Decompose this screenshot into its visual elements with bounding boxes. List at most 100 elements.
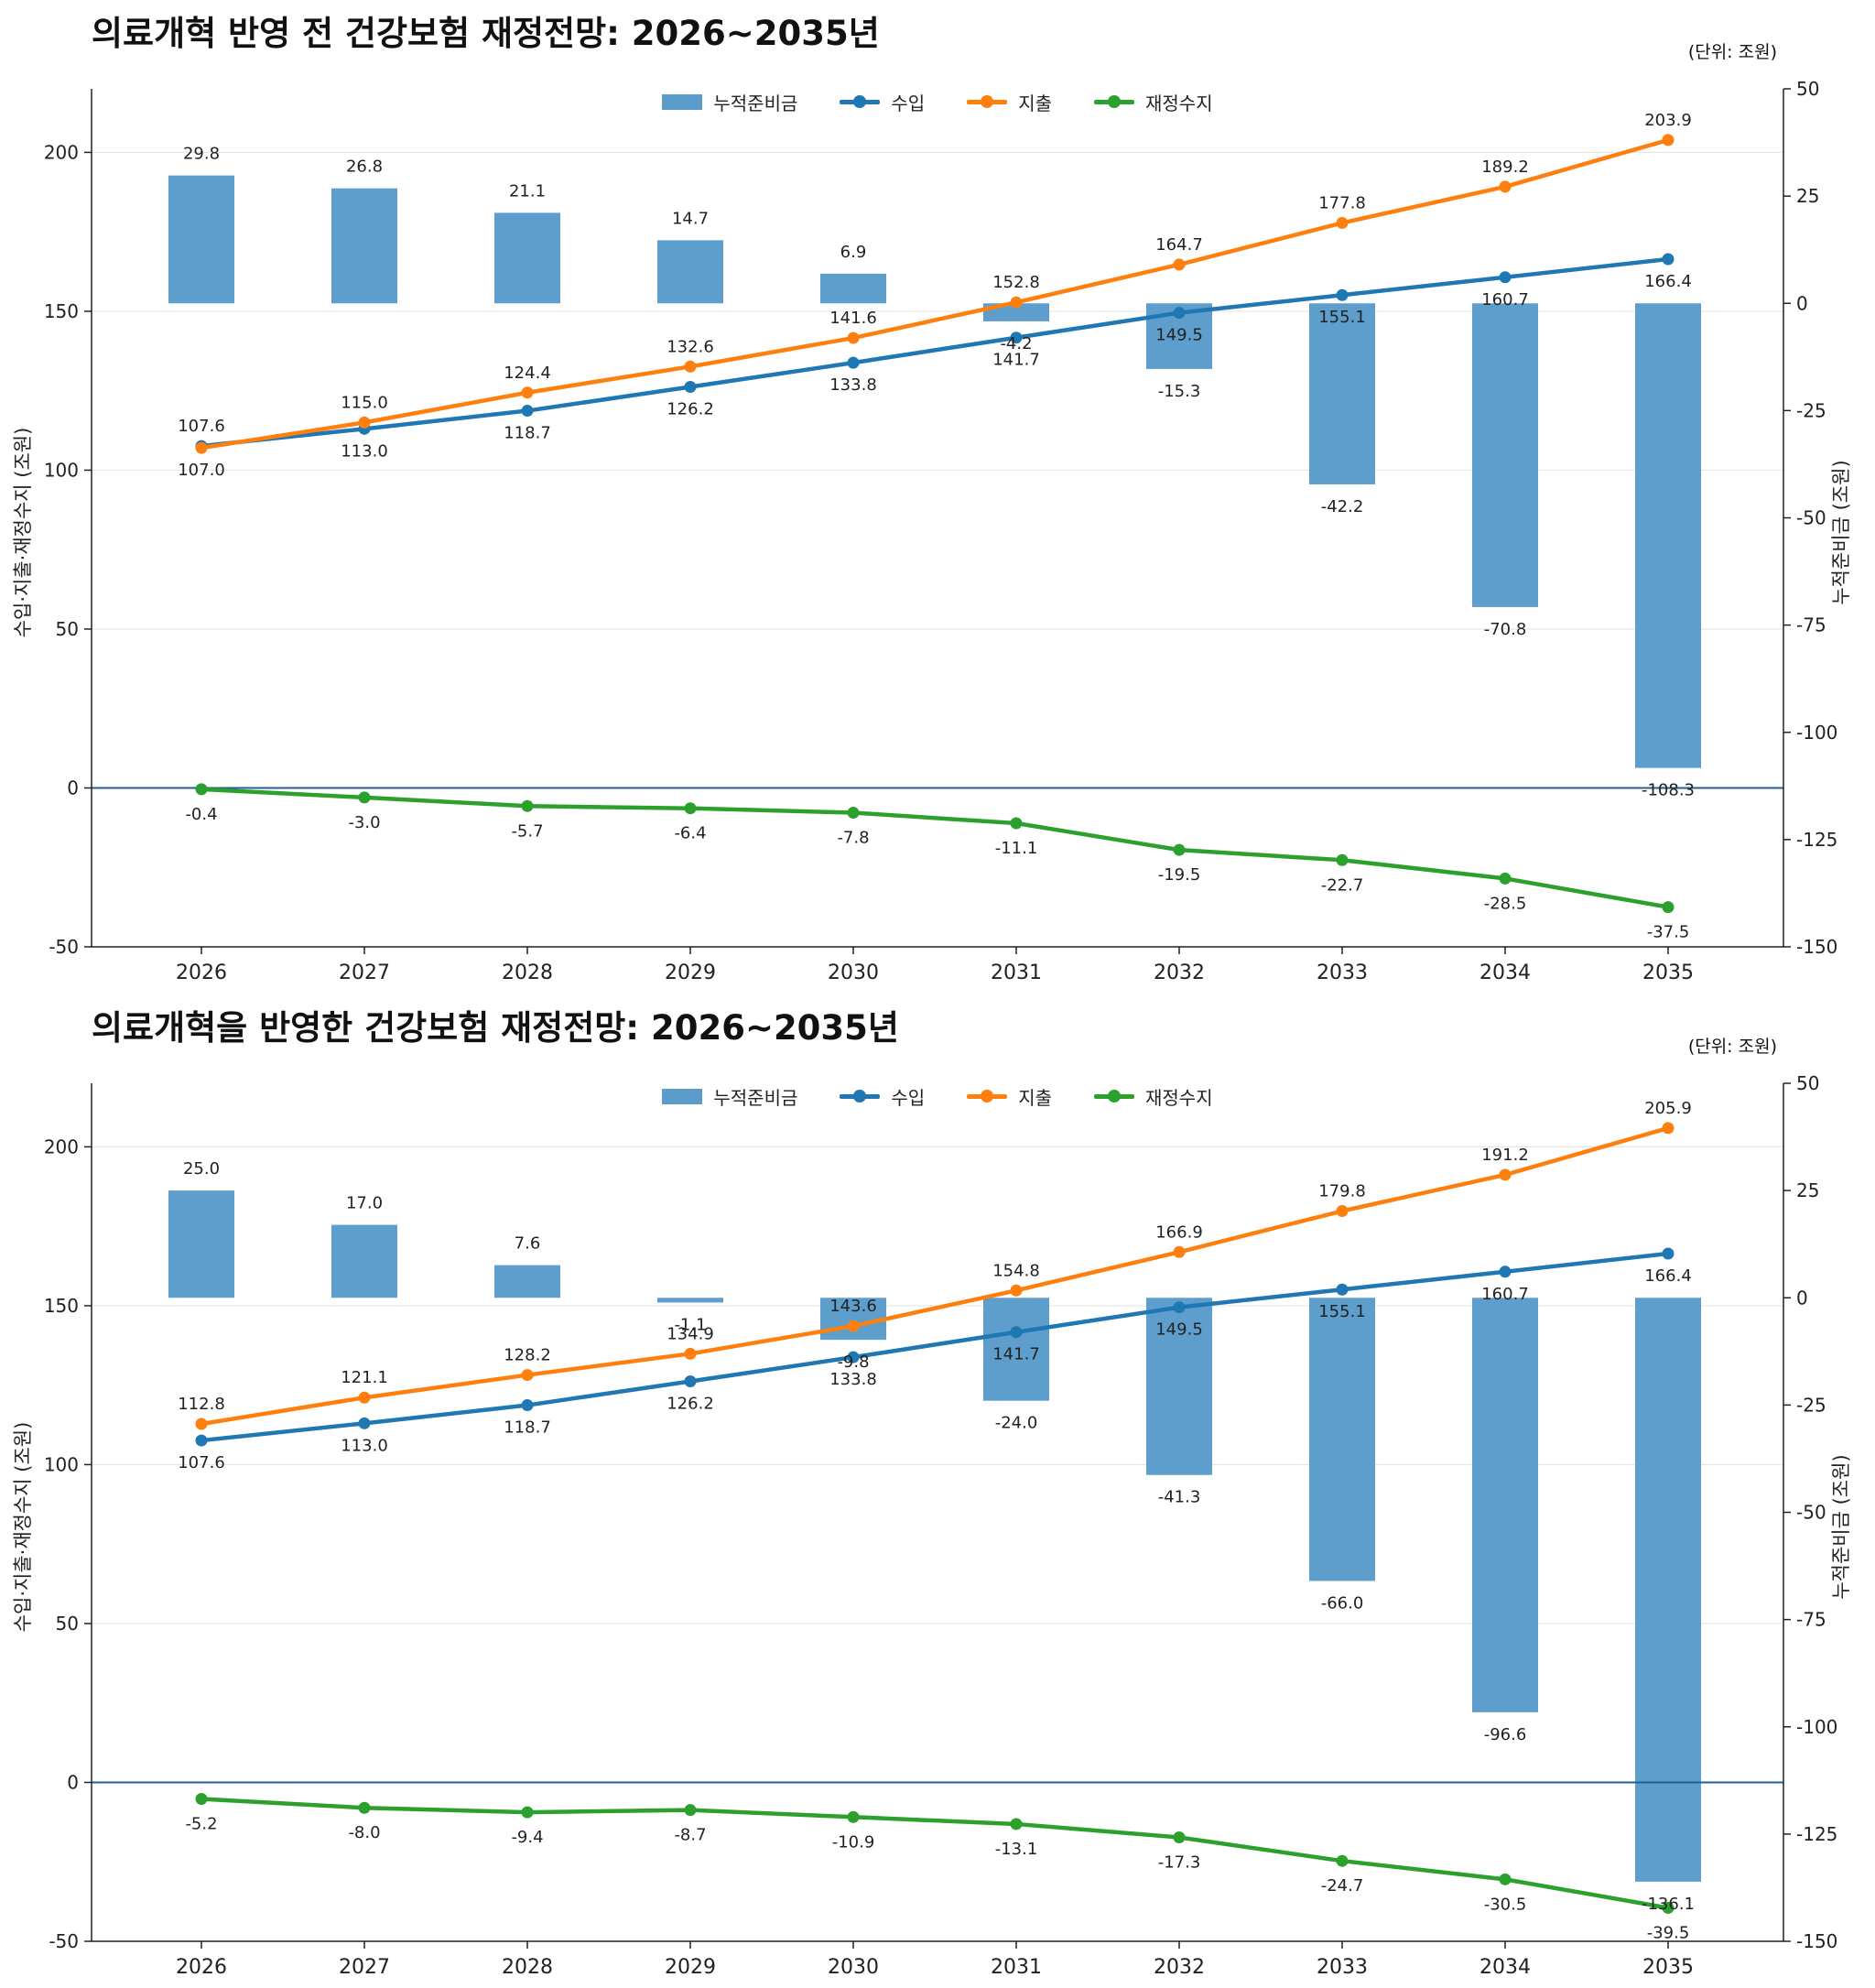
reserve-data-label: -66.0 xyxy=(1321,1593,1364,1613)
expenditure-point xyxy=(1010,296,1023,309)
balance-data-label: -3.0 xyxy=(348,813,380,832)
revenue-data-label: 133.8 xyxy=(829,1370,877,1389)
balance-point xyxy=(1336,1854,1349,1867)
expenditure-data-label: 134.9 xyxy=(667,1324,714,1343)
balance-point xyxy=(195,1793,208,1806)
expenditure-data-label: 203.9 xyxy=(1644,111,1692,130)
chart-plot: 29.8 26.8 21.1 14.7 6.9 -4.2 -15.3 -42.2 -70.8 -1… xyxy=(12,78,1852,984)
reserve-data-label: -15.3 xyxy=(1158,382,1201,401)
reserve-bar xyxy=(820,273,886,304)
chart-panel-after-reform: 25.0 17.0 7.6 -1.1 -9.8 -24.0 -41.3 -66.0 -96.6 -… xyxy=(0,994,1875,1988)
revenue-data-label: 113.0 xyxy=(341,1436,388,1455)
right-tick-label: -100 xyxy=(1796,1716,1837,1738)
expenditure-line xyxy=(201,137,1669,451)
balance-data-label: -24.7 xyxy=(1321,1876,1364,1896)
left-tick-label: 100 xyxy=(44,1453,79,1475)
right-tick-label: -150 xyxy=(1796,1930,1837,1952)
balance-data-label: -6.4 xyxy=(674,824,706,843)
revenue-point xyxy=(1010,331,1023,344)
reserve-bars xyxy=(168,175,1701,768)
x-tick-label: 2029 xyxy=(665,961,716,984)
reserve-bar xyxy=(1309,1298,1375,1581)
expenditure-data-label: 164.7 xyxy=(1155,235,1203,255)
x-tick-label: 2031 xyxy=(991,961,1042,984)
right-tick-label: -25 xyxy=(1796,1394,1826,1416)
right-tick-label: 25 xyxy=(1796,185,1819,207)
expenditure-data-label: 189.2 xyxy=(1481,158,1529,177)
expenditure-data-label: 132.6 xyxy=(667,337,714,356)
y-axis-label-right: 누적준비금 (조원) xyxy=(1830,460,1852,604)
expenditure-point xyxy=(521,386,534,399)
right-tick-label: -50 xyxy=(1796,1502,1826,1524)
reserve-data-label: -136.1 xyxy=(1642,1895,1695,1914)
left-tick-label: 100 xyxy=(44,459,79,481)
revenue-series xyxy=(195,1247,1674,1447)
expenditure-data-label: 141.6 xyxy=(829,309,877,328)
x-tick-label: 2030 xyxy=(828,961,879,984)
data-labels: 25.0 17.0 7.6 -1.1 -9.8 -24.0 -41.3 -66.0 -96.6 -… xyxy=(178,1099,1695,1943)
balance-data-label: -5.2 xyxy=(185,1815,217,1834)
expenditure-point xyxy=(684,1347,697,1360)
revenue-point xyxy=(1010,1326,1023,1339)
revenue-data-label: 141.7 xyxy=(992,1345,1040,1364)
right-tick-label: 50 xyxy=(1796,78,1819,100)
balance-data-label: -39.5 xyxy=(1647,1924,1690,1943)
x-tick-label: 2026 xyxy=(176,961,227,984)
balance-data-label: -5.7 xyxy=(511,821,543,841)
expenditure-point xyxy=(684,360,697,373)
reserve-data-label: -24.0 xyxy=(995,1414,1038,1433)
reserve-bar xyxy=(1472,1298,1538,1712)
revenue-data-label: 126.2 xyxy=(667,1395,714,1414)
balance-data-label: -19.5 xyxy=(1158,865,1201,885)
expenditure-point xyxy=(1336,1205,1349,1218)
expenditure-point xyxy=(847,1320,860,1332)
right-tick-label: 0 xyxy=(1796,1287,1808,1309)
x-tick-label: 2032 xyxy=(1154,1956,1205,1979)
revenue-data-label: 126.2 xyxy=(667,400,714,419)
expenditure-point xyxy=(1173,258,1186,271)
left-tick-label: 0 xyxy=(67,777,79,798)
revenue-data-label: 149.5 xyxy=(1155,326,1203,345)
reserve-bar xyxy=(983,1298,1049,1401)
balance-point xyxy=(1173,843,1186,856)
x-tick-label: 2027 xyxy=(339,961,390,984)
left-tick-label: 200 xyxy=(44,141,79,163)
right-tick-label: -50 xyxy=(1796,507,1826,529)
reserve-data-label: 26.8 xyxy=(346,158,383,177)
reserve-data-label: 25.0 xyxy=(183,1159,220,1179)
revenue-data-label: 107.6 xyxy=(178,1453,225,1472)
revenue-data-label: 166.4 xyxy=(1644,272,1692,291)
expenditure-point xyxy=(1010,1284,1023,1297)
revenue-data-label: 141.7 xyxy=(992,351,1040,370)
right-tick-label: -150 xyxy=(1796,936,1837,958)
balance-data-label: -22.7 xyxy=(1321,875,1364,895)
x-tick-label: 2030 xyxy=(828,1956,879,1979)
right-tick-label: -25 xyxy=(1796,399,1826,421)
revenue-line xyxy=(201,1251,1669,1443)
balance-data-label: -8.7 xyxy=(674,1826,706,1845)
balance-point xyxy=(358,791,371,804)
revenue-point xyxy=(1499,1266,1512,1278)
revenue-data-label: 155.1 xyxy=(1318,308,1366,327)
revenue-point xyxy=(847,1351,860,1363)
balance-point xyxy=(1662,901,1674,914)
balance-point xyxy=(1336,853,1349,866)
expenditure-series xyxy=(195,134,1674,454)
y-axis-label-left: 수입·지출·재정수지 (조원) xyxy=(12,1422,34,1633)
expenditure-point xyxy=(358,416,371,429)
balance-line xyxy=(201,1797,1669,1910)
reserve-data-label: -4.2 xyxy=(1000,334,1032,353)
expenditure-point xyxy=(195,441,208,454)
x-tick-label: 2032 xyxy=(1154,961,1205,984)
left-tick-label: 0 xyxy=(67,1771,79,1793)
reserve-bar xyxy=(657,1298,723,1303)
reserve-bar xyxy=(1635,303,1701,768)
reserve-bar xyxy=(1635,1298,1701,1882)
balance-data-label: -17.3 xyxy=(1158,1853,1201,1873)
balance-data-label: -9.4 xyxy=(511,1828,543,1847)
reserve-data-label: -70.8 xyxy=(1484,620,1527,639)
revenue-point xyxy=(1662,253,1674,266)
reserve-data-label: -41.3 xyxy=(1158,1488,1201,1507)
x-tick-label: 2034 xyxy=(1479,1956,1531,1979)
balance-point xyxy=(195,783,208,796)
